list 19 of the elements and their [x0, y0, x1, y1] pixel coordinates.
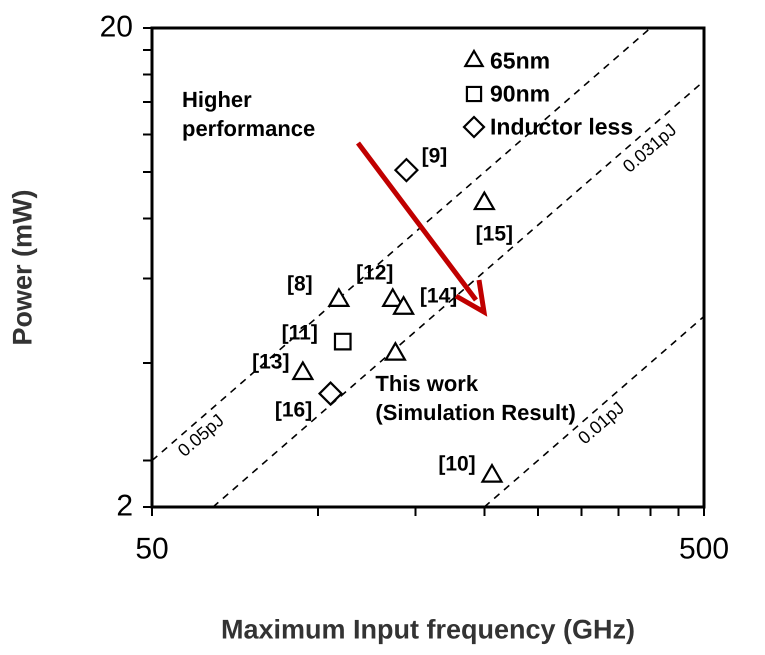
annotation: Higher performance	[182, 86, 316, 143]
x-axis-title: Maximum Input frequency (GHz)	[220, 614, 636, 644]
y-axis-title: Power (mW)	[8, 189, 38, 346]
annotation: [9]	[422, 144, 448, 168]
annotation: [11]	[282, 321, 318, 344]
annotation: [15]	[476, 222, 514, 246]
annotation: [13]	[252, 350, 290, 374]
legend-label: 65nm	[490, 47, 550, 74]
annotation: [12]	[356, 262, 394, 285]
y-tick-label: 20	[100, 10, 133, 44]
annotation: [16]	[274, 398, 312, 422]
y-tick-label: 2	[116, 489, 133, 522]
annotation: [8]	[286, 272, 313, 296]
annotation: [14]	[420, 284, 458, 308]
legend-label: 90nm	[490, 80, 550, 106]
annotation: This work (Simulation Result)	[375, 370, 577, 427]
annotation: [10]	[438, 452, 476, 476]
x-tick-label: 500	[678, 532, 730, 566]
x-tick-label: 50	[135, 532, 169, 566]
